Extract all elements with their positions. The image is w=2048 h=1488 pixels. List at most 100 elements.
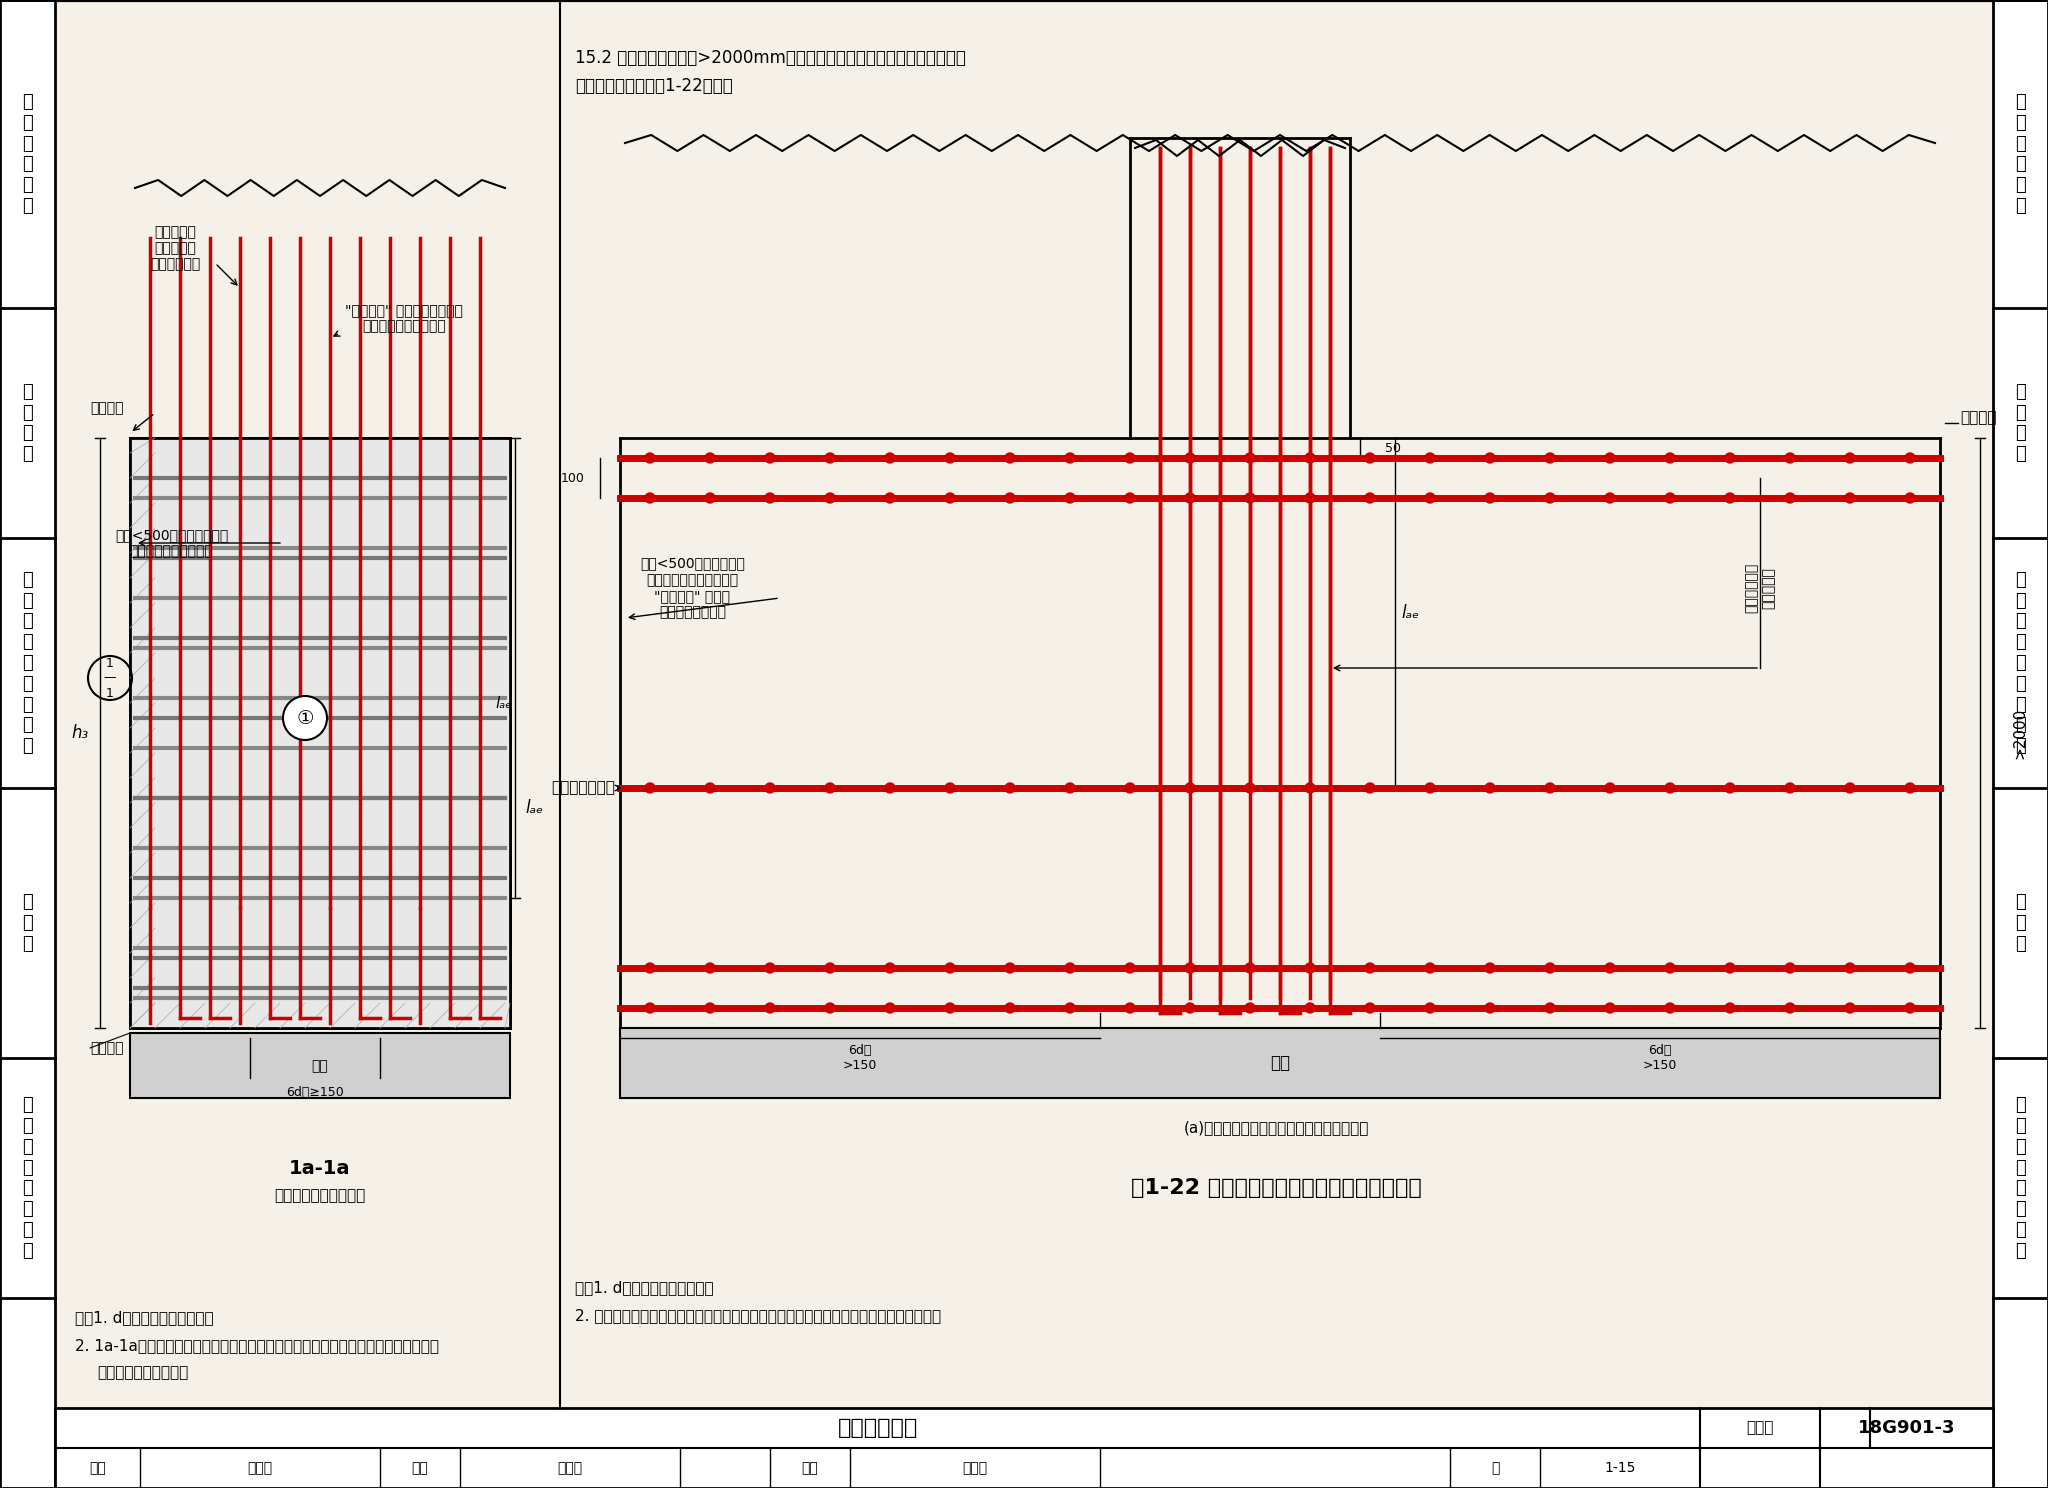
Circle shape (885, 452, 895, 463)
Text: 间距<500，且不小于两
道水平分布钢筋与拉结筋
"隔二下一" 支承在
中间层钢筋网片上: 间距<500，且不小于两 道水平分布钢筋与拉结筋 "隔二下一" 支承在 中间层钢… (641, 557, 745, 619)
Circle shape (1186, 452, 1194, 463)
Circle shape (1425, 493, 1436, 503)
Circle shape (1665, 452, 1675, 463)
Text: 基础顶面: 基础顶面 (1960, 411, 1997, 426)
Circle shape (1724, 1003, 1735, 1013)
Circle shape (1905, 783, 1915, 793)
Text: 1-15: 1-15 (1604, 1461, 1636, 1475)
Circle shape (825, 493, 836, 503)
Text: lₐₑ: lₐₑ (524, 799, 543, 817)
Text: 100: 100 (561, 472, 586, 485)
Circle shape (705, 783, 715, 793)
Text: 一般构造要求: 一般构造要求 (838, 1418, 918, 1437)
Text: 2. 当施工采取有效措施保证钢筋定位时，墙身竖向分布钢筋伸入基础长度满足直锚即可。: 2. 当施工采取有效措施保证钢筋定位时，墙身竖向分布钢筋伸入基础长度满足直锚即可… (575, 1308, 942, 1323)
Circle shape (1724, 963, 1735, 973)
Circle shape (825, 452, 836, 463)
Text: 注：1. d为墙身插筋最大直径。: 注：1. d为墙身插筋最大直径。 (76, 1311, 213, 1326)
Circle shape (1786, 1003, 1794, 1013)
Circle shape (705, 963, 715, 973)
Circle shape (1665, 963, 1675, 973)
Circle shape (1124, 783, 1135, 793)
Text: 图集号: 图集号 (1747, 1421, 1774, 1436)
Circle shape (1485, 783, 1495, 793)
Text: 注：1. d为墙身插筋最大直径。: 注：1. d为墙身插筋最大直径。 (575, 1281, 713, 1296)
Circle shape (1065, 1003, 1075, 1013)
Text: 校对: 校对 (412, 1461, 428, 1475)
Circle shape (1786, 963, 1794, 973)
Circle shape (766, 963, 774, 973)
Circle shape (885, 493, 895, 503)
Circle shape (1485, 1003, 1495, 1013)
Bar (129, 1033, 510, 1098)
Circle shape (944, 452, 954, 463)
Text: 基础底面: 基础底面 (90, 1042, 123, 1055)
Text: 18G901-3: 18G901-3 (1858, 1420, 1956, 1437)
Circle shape (705, 493, 715, 503)
Text: 垫层: 垫层 (1270, 1054, 1290, 1071)
Circle shape (1665, 493, 1675, 503)
Circle shape (645, 1003, 655, 1013)
Text: 6d且
>150: 6d且 >150 (844, 1045, 877, 1071)
Text: 中间层钢筋网片: 中间层钢筋网片 (551, 781, 614, 796)
Circle shape (1786, 783, 1794, 793)
Circle shape (1186, 493, 1194, 503)
Text: 图1-22 墙身插筋在基础中的排布构造（二）: 图1-22 墙身插筋在基础中的排布构造（二） (1130, 1178, 1421, 1198)
Circle shape (1425, 963, 1436, 973)
Text: 1
—
1: 1 — 1 (104, 656, 117, 699)
Text: 1a-1a: 1a-1a (289, 1159, 350, 1177)
Circle shape (1786, 493, 1794, 503)
Circle shape (1606, 1003, 1616, 1013)
Circle shape (1006, 493, 1016, 503)
Circle shape (1905, 493, 1915, 503)
Circle shape (1606, 963, 1616, 973)
Circle shape (1305, 963, 1315, 973)
Circle shape (1245, 783, 1255, 793)
Circle shape (1606, 452, 1616, 463)
Circle shape (1186, 963, 1194, 973)
Circle shape (645, 452, 655, 463)
Circle shape (1606, 783, 1616, 793)
Circle shape (1245, 493, 1255, 503)
Circle shape (1124, 963, 1135, 973)
Text: 桩
基
础: 桩 基 础 (2015, 893, 2025, 952)
Circle shape (1845, 1003, 1855, 1013)
Circle shape (1544, 452, 1554, 463)
Text: 一
般
构
造
要
求: 一 般 构 造 要 求 (23, 94, 33, 214)
Text: 15.2 当筏形基础中板厚>2000mm且设置中间层钢筋网片时，墙身插筋在基: 15.2 当筏形基础中板厚>2000mm且设置中间层钢筋网片时，墙身插筋在基 (575, 49, 967, 67)
Circle shape (1606, 493, 1616, 503)
Text: 基础顶面: 基础顶面 (90, 400, 123, 415)
Circle shape (1186, 1003, 1194, 1013)
Circle shape (283, 696, 328, 740)
Text: 50: 50 (1384, 442, 1401, 454)
Circle shape (1485, 452, 1495, 463)
Circle shape (1905, 1003, 1915, 1013)
Circle shape (885, 1003, 895, 1013)
Circle shape (1065, 783, 1075, 793)
Circle shape (705, 1003, 715, 1013)
Circle shape (1845, 452, 1855, 463)
Circle shape (1245, 452, 1255, 463)
Bar (129, 437, 510, 1028)
Circle shape (705, 452, 715, 463)
Bar (1993, 0, 2048, 1488)
Circle shape (1366, 452, 1374, 463)
Circle shape (1245, 1003, 1255, 1013)
Text: 王怀元: 王怀元 (963, 1461, 987, 1475)
Circle shape (645, 493, 655, 503)
Circle shape (1425, 1003, 1436, 1013)
Text: 设计: 设计 (801, 1461, 819, 1475)
Circle shape (1544, 493, 1554, 503)
Text: 条
形
基
础
与
筏
形
基
础: 条 形 基 础 与 筏 形 基 础 (23, 571, 33, 756)
Circle shape (1065, 963, 1075, 973)
Text: lₐₑ: lₐₑ (1401, 604, 1419, 622)
Circle shape (1905, 963, 1915, 973)
Text: 6d且≥150: 6d且≥150 (287, 1086, 344, 1100)
Circle shape (1006, 783, 1016, 793)
Circle shape (1485, 493, 1495, 503)
Circle shape (766, 783, 774, 793)
Text: 独
立
基
础: 独 立 基 础 (2015, 382, 2025, 463)
Text: 独
立
基
础: 独 立 基 础 (23, 382, 33, 463)
Circle shape (1186, 783, 1194, 793)
Text: 伸至基础板
底部支承在
底板钢筋网上: 伸至基础板 底部支承在 底板钢筋网上 (150, 225, 201, 271)
Text: 垫层: 垫层 (311, 1059, 328, 1073)
